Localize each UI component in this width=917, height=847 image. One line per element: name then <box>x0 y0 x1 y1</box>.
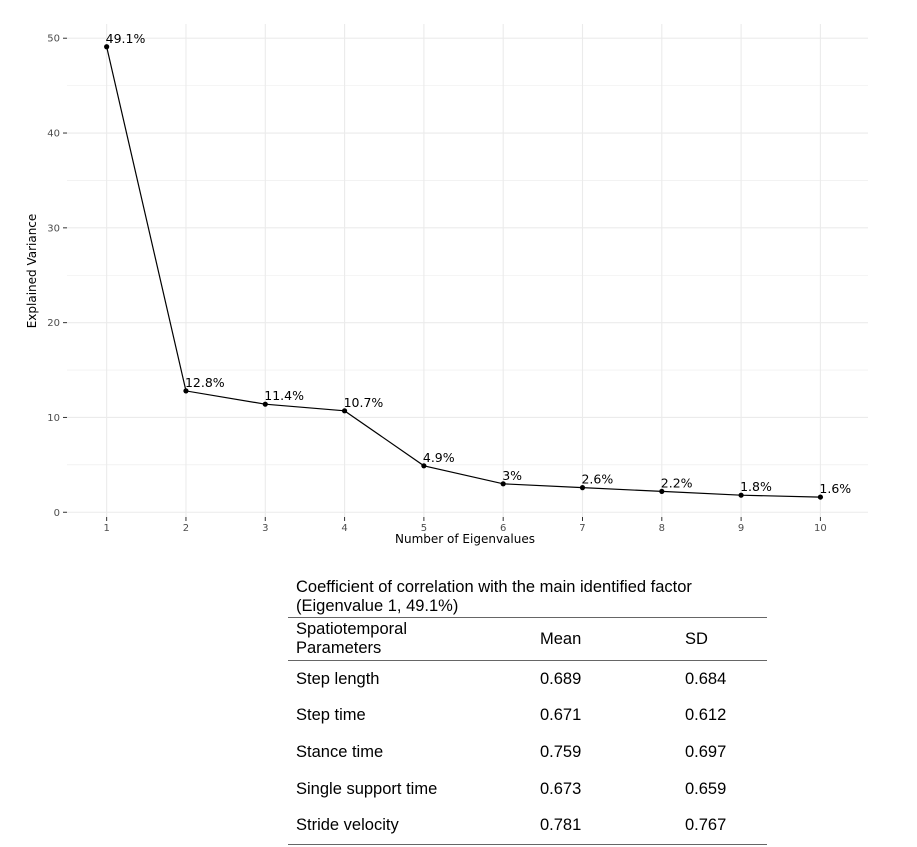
x-tick-label: 2 <box>183 523 189 534</box>
explained-variance-series: 49.1% 12.8% 11.4% 10.7% 4.9% 3% 2.6% 2.2% 1.8% 1.… <box>104 31 851 500</box>
data-label: 1.8% <box>740 479 772 494</box>
data-label: 4.9% <box>423 450 455 465</box>
header-parameters-line-2: Parameters <box>296 639 382 657</box>
grid-lines <box>67 24 868 517</box>
data-point <box>262 401 268 407</box>
correlation-table-panel: Coefficient of correlation with the main… <box>288 578 767 845</box>
y-tick-label: 20 <box>47 318 60 329</box>
table-caption-line-1: Coefficient of correlation with the main… <box>296 578 692 596</box>
data-point <box>738 492 744 498</box>
row-sd: 0.612 <box>685 706 727 725</box>
header-sd: SD <box>685 629 708 648</box>
row-sd: 0.684 <box>685 669 727 688</box>
y-tick-label: 0 <box>54 508 60 519</box>
table-header-row: Spatiotemporal Parameters Mean SD <box>288 617 767 661</box>
data-label: 1.6% <box>819 481 851 496</box>
header-mean: Mean <box>540 629 582 648</box>
table-caption-line-2: (Eigenvalue 1, 49.1%) <box>296 597 459 615</box>
header-parameters: Spatiotemporal Parameters <box>288 618 540 661</box>
table-row: Stance time 0.759 0.697 <box>288 734 767 771</box>
row-mean: 0.671 <box>540 706 582 725</box>
table-row: Step length 0.689 0.684 <box>288 661 767 698</box>
x-axis-title: Number of Eigenvalues <box>395 532 535 546</box>
row-parameter: Stance time <box>296 742 384 761</box>
table-row: Single support time 0.673 0.659 <box>288 771 767 808</box>
row-sd: 0.659 <box>685 779 727 798</box>
data-label: 49.1% <box>106 31 146 46</box>
table-caption: Coefficient of correlation with the main… <box>288 578 767 617</box>
y-tick-label: 50 <box>47 34 60 45</box>
correlation-table: Spatiotemporal Parameters Mean SD Step l… <box>288 617 767 845</box>
row-mean: 0.673 <box>540 779 582 798</box>
x-tick-label: 1 <box>103 523 109 534</box>
y-tick-label: 30 <box>47 223 60 234</box>
scree-plot: 0 10 20 30 40 50 1 2 3 4 5 6 7 8 9 10 49.1% 12.8% 11.4% 10… <box>25 24 868 546</box>
row-parameter: Stride velocity <box>296 816 399 835</box>
row-sd: 0.767 <box>685 816 727 835</box>
data-point <box>500 481 506 487</box>
data-point <box>421 463 427 469</box>
data-label: 11.4% <box>264 388 304 403</box>
header-parameters-line-1: Spatiotemporal <box>296 620 407 638</box>
data-point <box>817 494 824 500</box>
data-label: 2.6% <box>581 472 613 487</box>
data-point <box>659 488 665 495</box>
x-tick-label: 7 <box>579 523 585 534</box>
table-row: Stride velocity 0.781 0.767 <box>288 807 767 845</box>
row-mean: 0.689 <box>540 669 582 688</box>
x-tick-label: 4 <box>341 523 347 534</box>
y-tick-label: 10 <box>47 413 60 424</box>
row-mean: 0.759 <box>540 742 582 761</box>
data-label: 12.8% <box>185 375 225 390</box>
row-parameter: Step length <box>296 669 380 688</box>
x-tick-label: 5 <box>421 523 427 534</box>
table-row: Step time 0.671 0.612 <box>288 698 767 735</box>
y-axis-title: Explained Variance <box>25 214 39 329</box>
x-tick-label: 6 <box>500 523 506 534</box>
data-label: 3% <box>502 468 522 483</box>
row-sd: 0.697 <box>685 742 727 761</box>
x-tick-label: 3 <box>262 523 268 534</box>
row-parameter: Single support time <box>296 779 438 798</box>
x-tick-label: 8 <box>659 523 665 534</box>
data-label: 2.2% <box>661 475 693 490</box>
data-label: 10.7% <box>344 395 384 410</box>
axes: 0 10 20 30 40 50 1 2 3 4 5 6 7 8 9 10 <box>47 34 827 534</box>
x-tick-label: 10 <box>814 523 827 534</box>
data-point <box>104 44 110 50</box>
x-tick-label: 9 <box>738 523 744 534</box>
row-parameter: Step time <box>296 706 366 725</box>
y-tick-label: 40 <box>47 129 60 140</box>
data-point <box>341 408 348 414</box>
row-mean: 0.781 <box>540 816 582 835</box>
data-point <box>183 388 189 394</box>
series-line <box>106 46 821 498</box>
data-point <box>579 485 586 491</box>
